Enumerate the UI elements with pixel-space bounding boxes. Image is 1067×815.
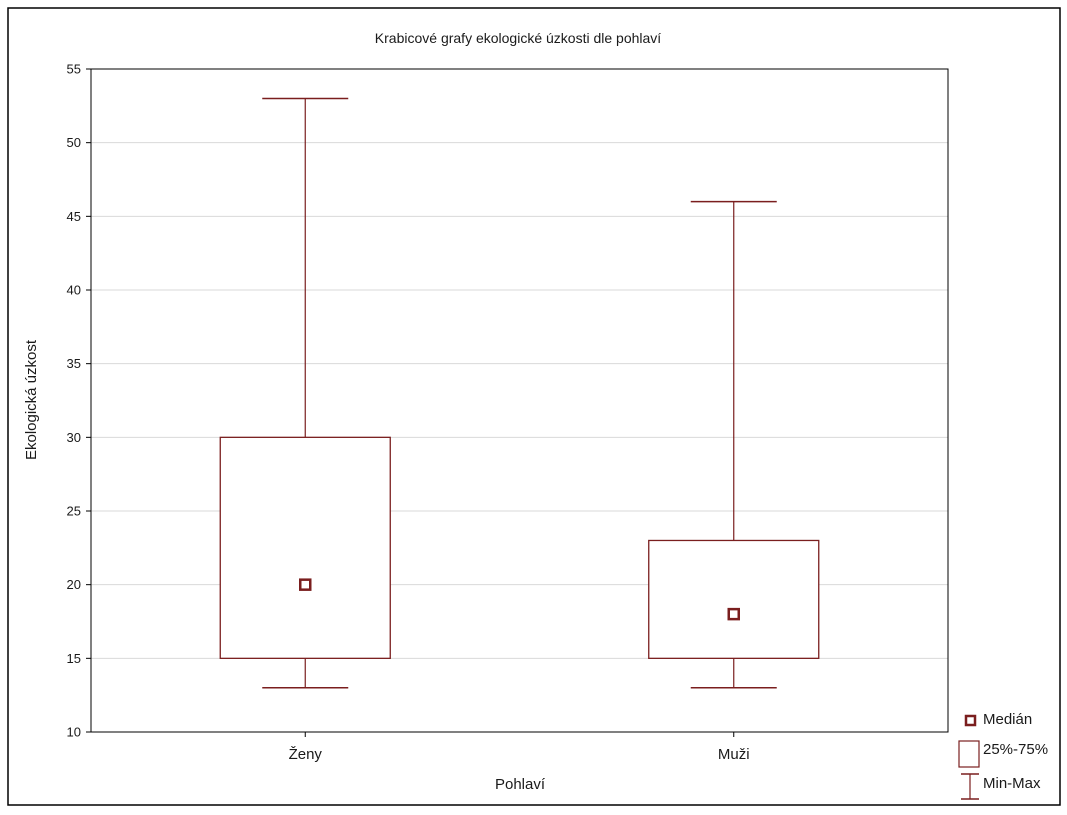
x-axis-categories: Ženy Muži xyxy=(289,746,750,763)
legend-box-symbol xyxy=(958,740,980,768)
chart-title: Krabicové grafy ekologické úzkosti dle p… xyxy=(375,30,661,46)
y-tick-label: 35 xyxy=(67,356,81,371)
y-tick-label: 10 xyxy=(67,725,81,740)
y-tick-label: 55 xyxy=(67,62,81,77)
median-marker xyxy=(299,578,312,591)
legend-label: Min-Max xyxy=(983,775,1041,792)
legend-median-symbol xyxy=(964,714,977,727)
y-tick-label: 25 xyxy=(67,504,81,519)
median-marker xyxy=(727,607,740,621)
boxes xyxy=(219,97,820,737)
y-tick-label: 15 xyxy=(67,651,81,666)
y-axis-title: Ekologická úzkost xyxy=(23,339,40,460)
outer-frame xyxy=(7,7,1061,806)
legend-label: Medián xyxy=(983,711,1032,728)
y-tick-label: 20 xyxy=(67,577,81,592)
x-category-label: Muži xyxy=(718,746,750,763)
y-tick-label: 30 xyxy=(67,430,81,445)
legend: Medián 25%-75% Min-Max xyxy=(958,711,1048,800)
x-axis-title: Pohlaví xyxy=(495,776,546,793)
iqr-box xyxy=(648,539,820,659)
y-axis-ticks: 10 15 20 25 30 35 40 45 50 55 xyxy=(67,62,91,740)
iqr-box xyxy=(219,436,391,659)
y-tick-label: 50 xyxy=(67,135,81,150)
legend-label: 25%-75% xyxy=(983,741,1048,758)
x-category-label: Ženy xyxy=(289,746,323,763)
plot-area-frame xyxy=(90,68,949,733)
y-tick-label: 45 xyxy=(67,209,81,224)
y-tick-label: 40 xyxy=(67,283,81,298)
